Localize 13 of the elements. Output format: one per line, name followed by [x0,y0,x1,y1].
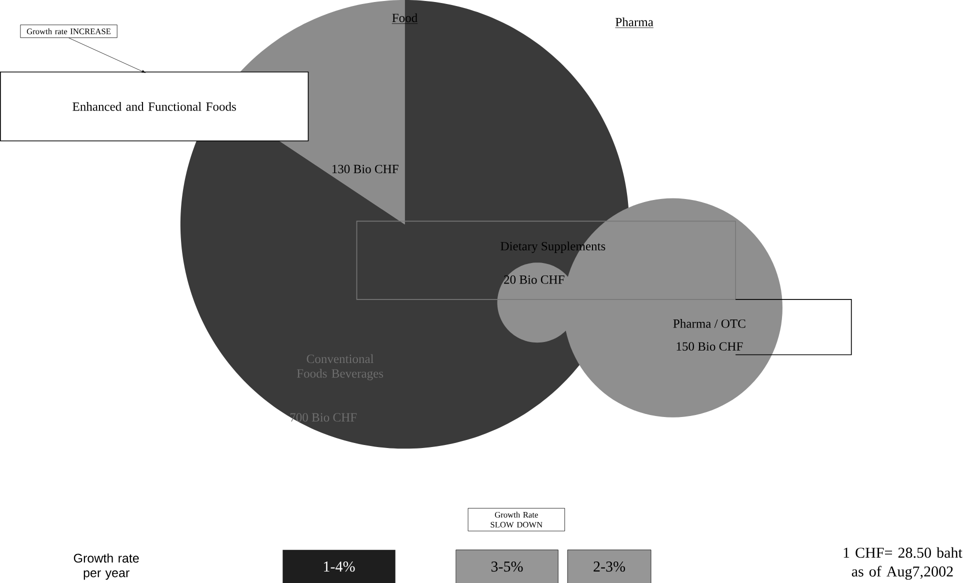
text: 3-5% [491,561,523,572]
text: 1 CHF= 28.50 baht as of Aug7,2002 [844,546,962,580]
category-label: Pharma / OTC [673,318,746,328]
text: Growth rate per year [74,553,139,580]
slice-label: Enhanced and Functional Foods [72,102,236,111]
data-label: 130 Bio CHF [332,164,398,174]
text: Growth Rate SLOW DOWN [490,511,542,528]
text: Pharma [616,17,654,26]
data-label: 150 Bio CHF [676,342,743,350]
data-label: 20 Bio CHF [504,275,564,284]
text: 2-3% [594,561,626,572]
text: 1-4% [324,561,355,572]
text: Growth rate INCREASE [26,28,111,34]
